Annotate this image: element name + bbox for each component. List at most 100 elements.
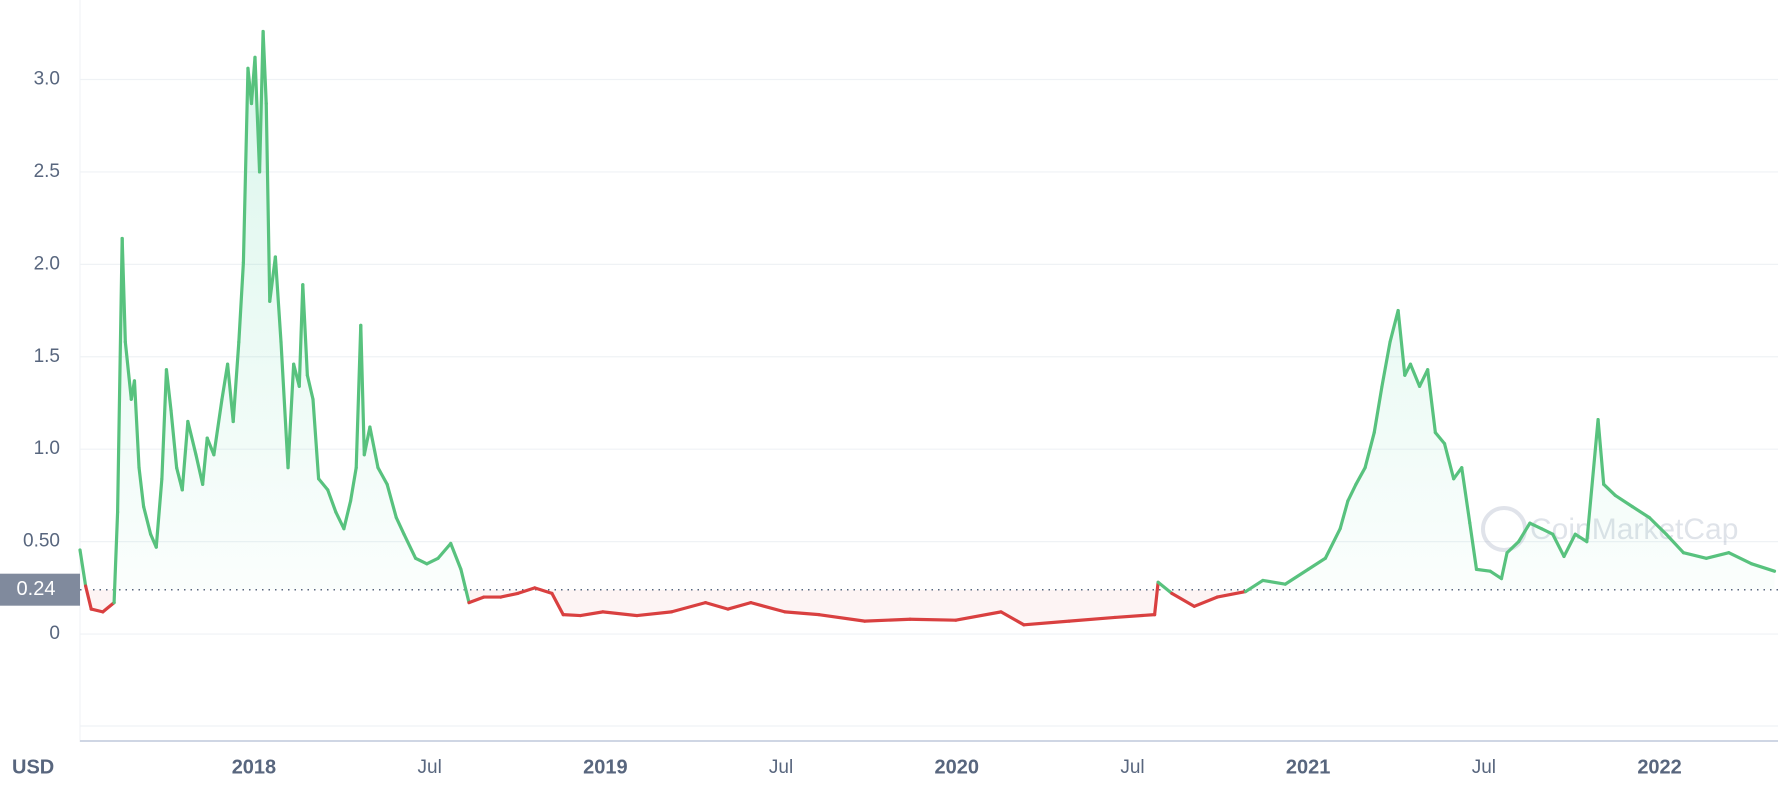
price-segment (261, 29, 268, 106)
price-segment (1323, 527, 1342, 560)
price-segment (301, 283, 309, 377)
price-segment (342, 499, 353, 531)
price-segment (1602, 482, 1617, 498)
price-segment (279, 340, 290, 470)
price-segment (669, 601, 708, 614)
x-tick-label: Jul (769, 757, 793, 778)
price-segment (1681, 551, 1708, 560)
price-segment (154, 477, 164, 549)
price-segment (467, 595, 486, 605)
x-tick-label: 2022 (1637, 756, 1682, 778)
price-segment (1596, 418, 1606, 486)
reference-label: 0.24 (17, 578, 56, 600)
price-segment (402, 532, 418, 560)
price-segment (326, 488, 338, 514)
price-segment (78, 548, 88, 588)
price-segment (1346, 482, 1358, 503)
y-tick-label: 1.0 (34, 438, 60, 459)
price-segment (1468, 521, 1479, 571)
price-segment (120, 236, 127, 344)
price-segment (425, 556, 440, 566)
price-segment (1156, 580, 1174, 595)
x-tick-label: 2018 (232, 756, 277, 778)
price-segment (601, 610, 639, 618)
price-segment (749, 601, 787, 614)
price-segment (1517, 521, 1532, 544)
area-up (80, 31, 1775, 590)
reference-label-box (0, 573, 80, 606)
price-segment (334, 510, 346, 531)
price-segment (1539, 527, 1555, 536)
x-tick-label: 2020 (935, 756, 980, 778)
price-segment (1306, 556, 1327, 571)
price-segment (132, 379, 141, 470)
currency-label: USD (12, 756, 54, 778)
price-segment (516, 586, 537, 595)
price-segment (449, 541, 463, 571)
price-segment (317, 477, 330, 492)
price-segment (362, 425, 372, 457)
price-segment (1647, 515, 1668, 536)
price-segment (459, 567, 471, 605)
y-tick-label: 3.0 (34, 69, 60, 90)
price-segment (1372, 384, 1384, 435)
price-segment (1562, 532, 1577, 559)
price-segment (394, 515, 406, 536)
price-segment (954, 610, 1003, 622)
price-segment (1417, 368, 1430, 388)
price-segment (112, 510, 120, 605)
price-segment (1170, 591, 1196, 608)
x-tick-label: 2019 (583, 756, 628, 778)
price-segment (1426, 368, 1437, 435)
price-segment (1283, 567, 1310, 586)
price-segment (286, 362, 296, 470)
price-segment (186, 419, 198, 457)
price-segment (137, 466, 146, 509)
price-segment (1113, 613, 1157, 620)
price-segment (1613, 493, 1634, 509)
price-segment (1192, 595, 1219, 608)
price-segment (783, 610, 821, 617)
price-segment (1261, 578, 1287, 586)
area-down (80, 589, 1775, 625)
price-segment (142, 504, 153, 536)
price-segment (89, 607, 105, 614)
price-segment (1499, 551, 1509, 581)
price-segment (264, 101, 272, 303)
price-segment (241, 66, 250, 265)
x-tick-label: Jul (1472, 757, 1496, 778)
price-segment (550, 591, 565, 617)
price-segment (1244, 578, 1265, 594)
price-segment (116, 236, 124, 514)
price-segment (1153, 580, 1160, 617)
price-segment (376, 466, 389, 486)
price-segment (533, 586, 554, 595)
price-segment (1551, 532, 1566, 559)
price-segment (201, 436, 209, 486)
price-segment (1022, 619, 1071, 627)
price-segment (1215, 589, 1248, 599)
price-segment (817, 613, 867, 623)
price-segment (1585, 418, 1600, 544)
price-segment (237, 260, 246, 344)
price-segment (1630, 504, 1651, 520)
x-tick-label: Jul (418, 757, 442, 778)
price-segment (1380, 340, 1392, 388)
price-segment (212, 397, 224, 457)
price-segment (385, 482, 398, 520)
price-segment (180, 419, 190, 492)
price-segment (368, 425, 380, 470)
price-segment (1528, 521, 1544, 531)
y-tick-label: 0 (49, 623, 60, 644)
price-segment (413, 556, 429, 566)
price-segment (1488, 569, 1504, 581)
price-segment (1750, 562, 1777, 573)
price-segment (726, 601, 753, 611)
price-segment (169, 408, 179, 470)
y-tick-label: 2.0 (34, 253, 60, 274)
price-segment (561, 613, 583, 618)
price-segment (164, 368, 173, 412)
price-segment (703, 601, 730, 611)
price-segment (1354, 466, 1367, 486)
price-segment (101, 601, 116, 614)
